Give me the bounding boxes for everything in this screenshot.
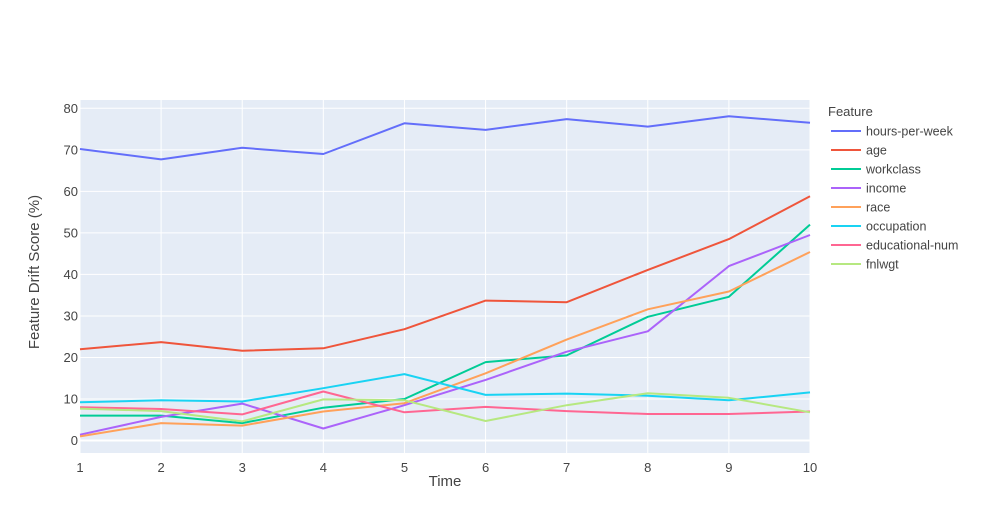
- legend-label: workclass: [865, 163, 921, 177]
- series-line-race: [79, 251, 811, 438]
- legend-item-age[interactable]: age: [831, 144, 887, 158]
- series-line-fnlwgt: [79, 392, 811, 423]
- legend-item-workclass[interactable]: workclass: [831, 163, 921, 177]
- legend-label: educational-num: [866, 239, 958, 253]
- y-tick-label: 70: [64, 142, 78, 157]
- series-line-workclass: [80, 223, 811, 425]
- x-tick-label: 8: [644, 460, 651, 475]
- legend-label: hours-per-week: [866, 125, 954, 139]
- plot-area-background: [80, 100, 810, 453]
- legend-label: race: [866, 201, 890, 215]
- legend-item-educational-num[interactable]: educational-num: [831, 239, 958, 253]
- y-tick-label: 30: [64, 308, 78, 323]
- x-tick-label: 10: [803, 460, 817, 475]
- series-line-age: [79, 195, 811, 352]
- x-tick-label: 6: [482, 460, 489, 475]
- x-tick-label: 7: [563, 460, 570, 475]
- legend-label: occupation: [866, 220, 927, 234]
- x-tick-label: 5: [401, 460, 408, 475]
- legend[interactable]: Feature hours-per-week age workclass income…: [828, 104, 958, 272]
- legend-label: income: [866, 182, 906, 196]
- x-tick-label: 3: [239, 460, 246, 475]
- series-lines: [79, 115, 811, 438]
- y-axis-ticks: 0 10 20 30 40 50 60 70 80: [64, 101, 78, 448]
- y-axis-title: Feature Drift Score (%): [26, 195, 43, 349]
- y-tick-label: 20: [64, 350, 78, 365]
- legend-title: Feature: [828, 104, 873, 119]
- y-tick-label: 10: [64, 392, 78, 407]
- x-tick-label: 4: [320, 460, 327, 475]
- legend-item-hours-per-week[interactable]: hours-per-week: [831, 125, 954, 139]
- x-tick-label: 1: [76, 460, 83, 475]
- legend-item-fnlwgt[interactable]: fnlwgt: [831, 258, 899, 272]
- y-tick-label: 50: [64, 225, 78, 240]
- series-line-occupation: [79, 373, 811, 404]
- y-tick-label: 80: [64, 101, 78, 116]
- x-tick-label: 2: [157, 460, 164, 475]
- x-tick-label: 9: [725, 460, 732, 475]
- y-tick-label: 40: [64, 267, 78, 282]
- legend-label: age: [866, 144, 887, 158]
- y-tick-label: 0: [71, 433, 78, 448]
- series-line-hours-per-week: [79, 115, 811, 161]
- series-line-income: [79, 234, 811, 436]
- x-axis-ticks: 1 2 3 4 5 6 7 8 9 10: [76, 460, 817, 475]
- legend-item-income[interactable]: income: [831, 182, 906, 196]
- legend-label: fnlwgt: [866, 258, 899, 272]
- series-line-educational-num: [79, 390, 811, 416]
- legend-item-race[interactable]: race: [831, 201, 890, 215]
- x-axis-title: Time: [429, 473, 462, 490]
- y-tick-label: 60: [64, 184, 78, 199]
- legend-item-occupation[interactable]: occupation: [831, 220, 927, 234]
